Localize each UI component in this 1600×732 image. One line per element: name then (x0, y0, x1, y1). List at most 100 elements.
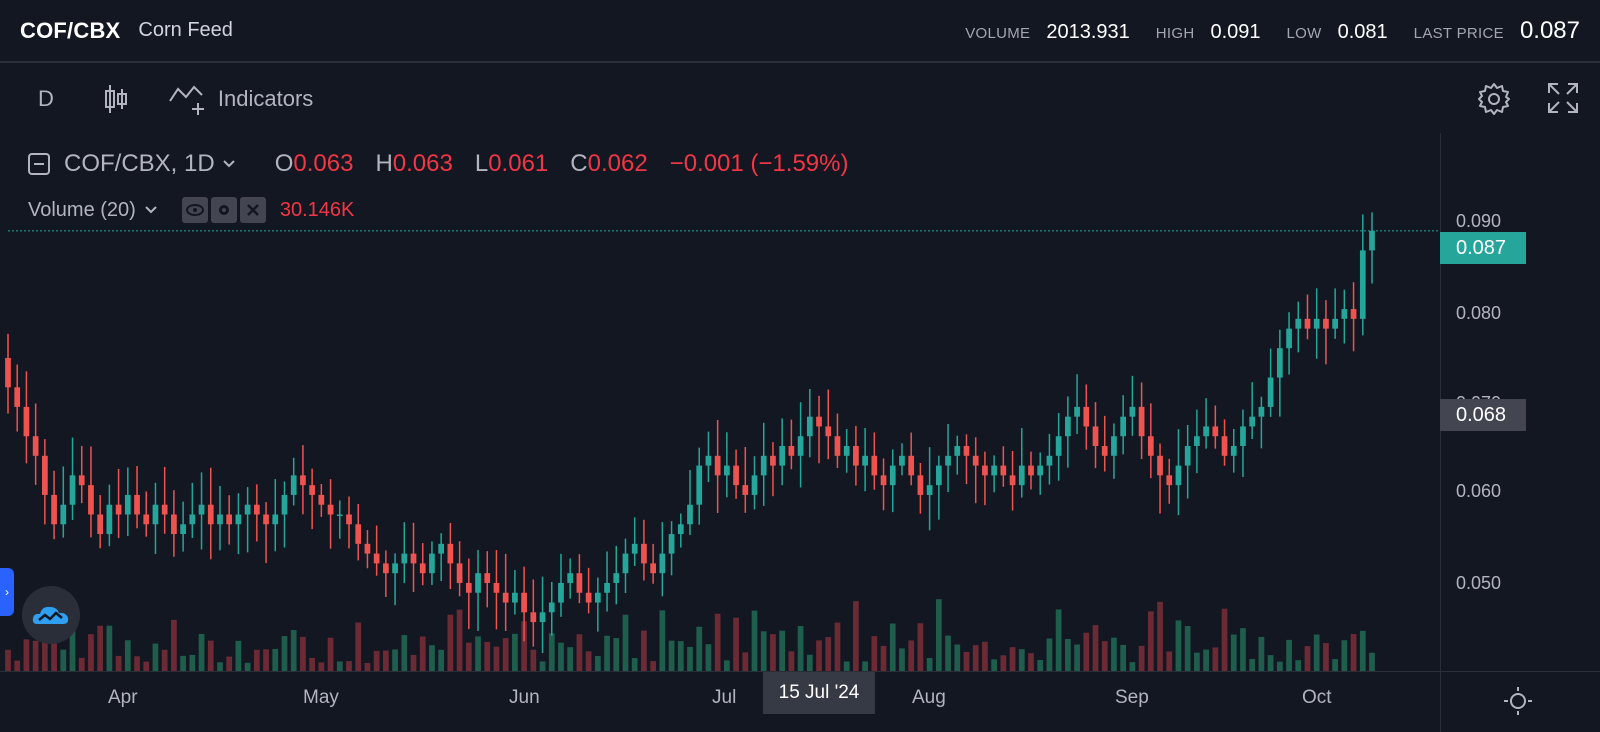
study-settings-button[interactable] (210, 197, 237, 223)
indicators-button[interactable]: Indicators (168, 81, 313, 117)
volume-bar (1111, 637, 1117, 671)
fullscreen-icon[interactable] (1546, 81, 1580, 115)
volume-bar (1369, 652, 1375, 671)
volume-bar (1313, 634, 1320, 671)
volume-bar (1083, 632, 1090, 671)
candle-body (899, 455, 905, 466)
volume-bar (364, 662, 371, 671)
last-price-label: LAST PRICE (1413, 24, 1504, 42)
volume-bar (410, 654, 417, 671)
legend-symbol[interactable]: COF/CBX, 1D (64, 150, 215, 177)
candle-body (475, 573, 481, 593)
candle-body (843, 446, 850, 456)
volume-bar (631, 658, 638, 671)
sun-icon[interactable] (1503, 686, 1533, 716)
volume-bar (235, 640, 242, 671)
volume-bar (226, 656, 233, 671)
volume-bar (180, 655, 186, 671)
chart-type-button[interactable] (102, 83, 130, 115)
volume-bar (1276, 661, 1283, 671)
candle-body (742, 485, 749, 495)
candle-body (1341, 309, 1348, 319)
time-axis[interactable] (0, 671, 1440, 732)
volume-bar (1258, 636, 1265, 671)
chevron-down-icon[interactable] (144, 203, 158, 217)
candle-body (797, 436, 804, 456)
date-tick: Jun (509, 687, 540, 708)
candle-body (401, 553, 408, 564)
candle-body (806, 416, 813, 437)
candle-body (1175, 465, 1182, 486)
candle-body (1101, 446, 1108, 456)
candle-body (88, 485, 94, 515)
pair-symbol[interactable]: COF/CBX (20, 17, 121, 43)
volume-study-value: 30.146K (279, 198, 355, 221)
candle-body (696, 465, 703, 505)
candle-body (355, 524, 362, 544)
volume-bar (825, 637, 832, 671)
gear-icon[interactable] (1476, 81, 1512, 117)
candle-body (1157, 455, 1163, 476)
volume-bar (585, 651, 592, 671)
volume-bar (558, 642, 564, 671)
volume-bar (1230, 634, 1237, 671)
candle-body (392, 563, 398, 574)
candle-body (502, 592, 509, 603)
candlestick-chart[interactable] (0, 133, 1440, 671)
volume-value: 2013.931 (1046, 20, 1130, 43)
candle-body (687, 504, 693, 525)
indicators-label: Indicators (217, 86, 314, 111)
volume-bar (447, 614, 454, 671)
candle-body (97, 514, 104, 535)
candle-body (1323, 318, 1329, 329)
close-value: 0.062 (587, 150, 648, 177)
brand-logo[interactable] (22, 586, 80, 644)
volume-bar (926, 657, 933, 671)
candle-body (1166, 475, 1173, 486)
volume-bar (843, 661, 850, 671)
candle-body (567, 573, 574, 583)
volume-bar (1267, 655, 1274, 671)
chevron-down-icon[interactable] (221, 156, 237, 172)
price-tick: 0.060 (1456, 481, 1502, 501)
sidebar-toggle[interactable]: › (0, 568, 14, 616)
interval-button[interactable]: D (38, 86, 54, 112)
remove-study-button[interactable] (239, 197, 266, 223)
volume-legend: Volume (20) 30.146K (28, 197, 354, 223)
candle-body (1065, 416, 1071, 437)
candle-body (1212, 426, 1219, 437)
volume-bar (134, 656, 140, 671)
volume-bar (539, 661, 546, 671)
candles-icon (104, 85, 127, 113)
candle-body (659, 553, 666, 574)
volume-bar (1304, 646, 1311, 671)
candle-body (1138, 406, 1145, 437)
candle-body (604, 582, 610, 593)
volume-study-label[interactable]: Volume (20) (28, 198, 136, 221)
volume-bar (1286, 639, 1292, 671)
candle-body (871, 455, 878, 476)
chevron-right-icon: › (5, 585, 9, 599)
candle-body (705, 455, 712, 466)
candle-body (1350, 309, 1357, 319)
candle-body (318, 494, 325, 505)
visibility-button[interactable] (181, 197, 208, 223)
volume-bar (438, 649, 445, 671)
candle-body (226, 514, 233, 525)
candle-body (1369, 230, 1375, 251)
volume-bar (991, 659, 997, 671)
chart-toolbar: D Indicators (0, 65, 1600, 133)
volume-bar (217, 662, 223, 671)
volume-bar (419, 636, 426, 671)
volume-bar (318, 662, 325, 671)
candle-body (115, 504, 122, 515)
volume-bar (88, 634, 94, 671)
candle-body (484, 573, 491, 583)
candle-body (889, 465, 896, 486)
last-price-value: 0.087 (1519, 16, 1580, 44)
open-value: 0.063 (293, 150, 354, 177)
candle-body (32, 436, 39, 456)
collapse-icon[interactable] (28, 153, 50, 175)
volume-bar (69, 628, 76, 671)
candle-body (945, 455, 951, 466)
